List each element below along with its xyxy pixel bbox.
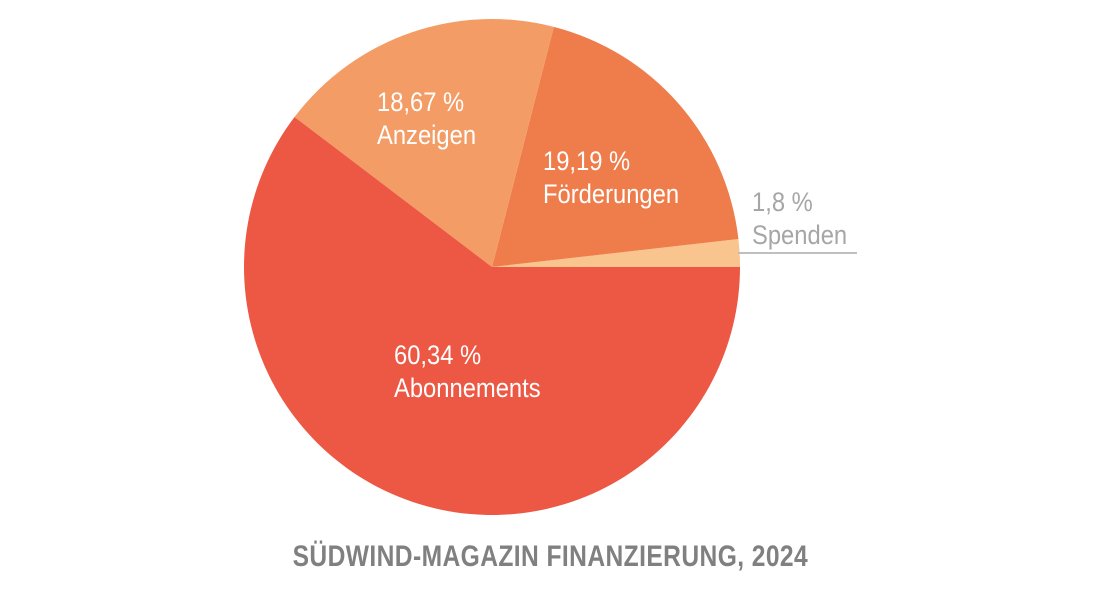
foerderungen-percent: 19,19 % — [543, 146, 631, 176]
slice-anzeigen — [294, 18, 554, 268]
slice-förderungen — [492, 26, 739, 268]
label-spenden: 1,8 % Spenden — [752, 186, 847, 252]
abonnements-percent: 60,34 % — [394, 340, 482, 370]
label-abonnements: 60,34 % Abonnements — [394, 339, 541, 405]
anzeigen-name: Anzeigen — [377, 120, 477, 150]
slice-spenden — [492, 239, 740, 267]
label-foerderungen: 19,19 % Förderungen — [543, 145, 679, 211]
slice-abonnements — [244, 116, 740, 515]
spenden-name: Spenden — [752, 220, 848, 250]
chart-title: SÜDWIND-MAGAZIN FINANZIERUNG, 2024 — [0, 540, 1100, 574]
anzeigen-percent: 18,67 % — [377, 87, 465, 117]
label-anzeigen: 18,67 % Anzeigen — [377, 86, 476, 152]
abonnements-name: Abonnements — [394, 373, 541, 403]
chart-title-text: SÜDWIND-MAGAZIN FINANZIERUNG, 2024 — [292, 540, 808, 573]
spenden-percent: 1,8 % — [752, 187, 813, 217]
foerderungen-name: Förderungen — [543, 179, 680, 209]
